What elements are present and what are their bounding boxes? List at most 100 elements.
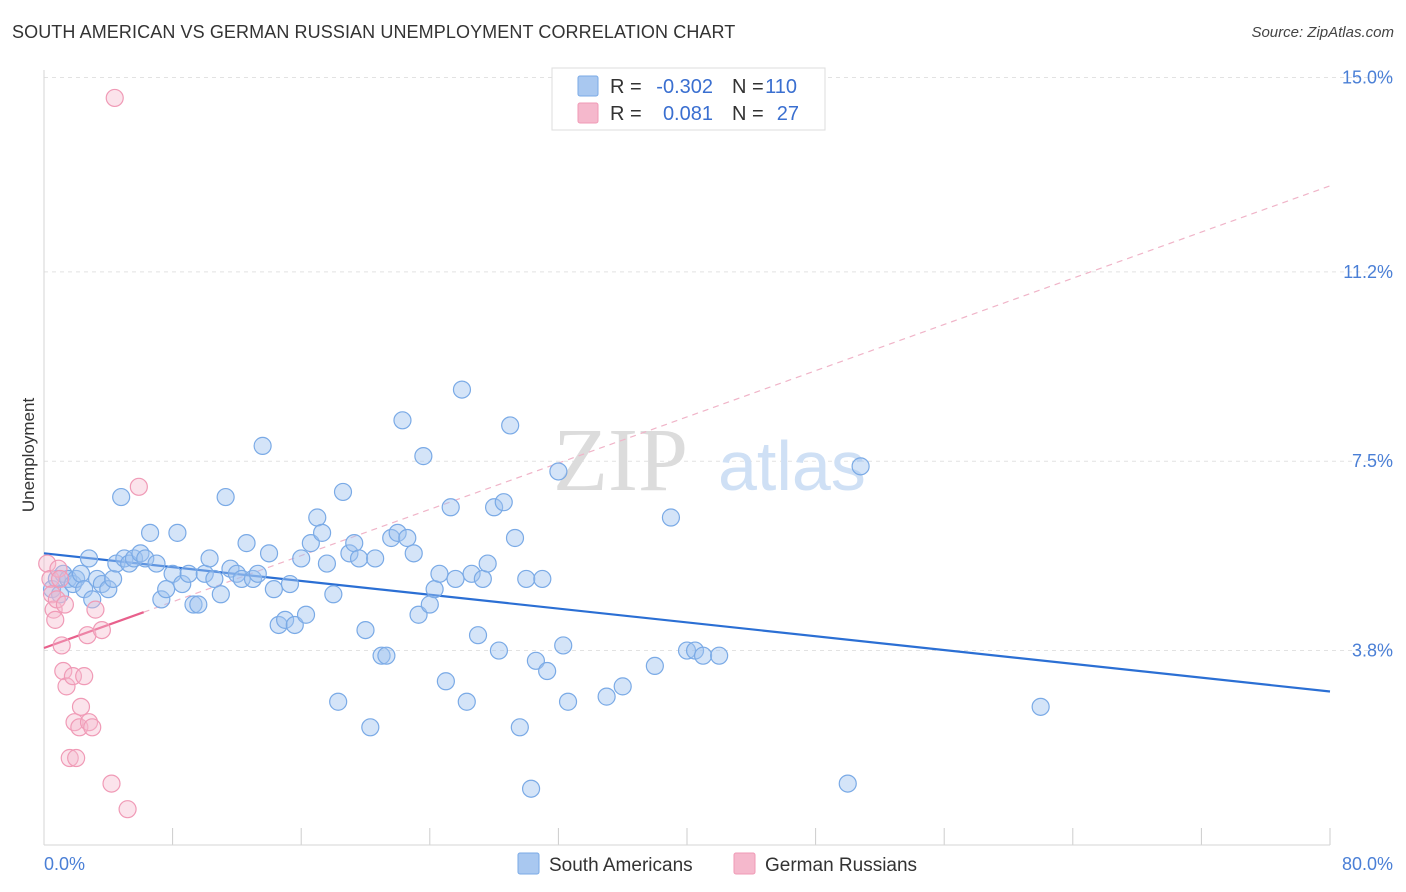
south-american-point [436, 672, 455, 691]
south-american-point [533, 569, 552, 589]
german-russian-point [54, 661, 73, 681]
legend-n-label-1: N = [732, 76, 764, 98]
south-american-point [285, 615, 304, 635]
south-american-point [398, 528, 417, 548]
axes-layer [43, 70, 1330, 846]
south-american-point [205, 569, 224, 589]
german-russian-point [79, 713, 99, 732]
south-american-point [131, 544, 150, 563]
south-american-point [140, 523, 160, 542]
south-american-point [478, 554, 497, 573]
south-american-point [404, 544, 423, 563]
correlation-legend: R = -0.302 N = 110 R = 0.081 N = 27 [551, 67, 826, 131]
south-american-point [501, 416, 520, 435]
south-american-point [349, 549, 369, 568]
south-american-point [264, 580, 283, 599]
south-american-point [276, 610, 295, 629]
south-american-point [851, 457, 870, 476]
south-american-point [489, 641, 509, 660]
south-american-point [710, 646, 729, 665]
south-american-point [179, 564, 198, 583]
south-american-point [112, 487, 131, 507]
south-american-point [538, 661, 557, 681]
x-tick-label-min: 0.0% [44, 854, 85, 874]
south-american-point [237, 534, 256, 553]
german-russian-point [70, 718, 89, 737]
south-american-point [296, 605, 316, 624]
south-american-point [308, 508, 327, 527]
south-american-point [393, 411, 412, 430]
south-american-point [430, 564, 449, 583]
south-american-point [184, 595, 203, 614]
y-tick-label: 7.5% [1352, 451, 1393, 471]
source-label: Source: ZipAtlas.com [1251, 24, 1394, 41]
south-american-point [473, 569, 492, 589]
south-american-point [280, 574, 300, 594]
south-american-point [420, 595, 439, 614]
legend-swatch-german-russians [733, 852, 756, 875]
south-american-point [661, 508, 681, 527]
south-american-point [259, 544, 279, 563]
south-american-point [99, 580, 118, 599]
south-american-point [505, 528, 525, 548]
watermark-zip: ZIP [553, 411, 688, 510]
chart-title: SOUTH AMERICAN VS GERMAN RUSSIAN UNEMPLO… [12, 22, 736, 42]
german-russian-point [42, 585, 62, 604]
south-american-point [253, 436, 272, 455]
south-american-point [452, 380, 472, 399]
south-americans-trend-line [43, 552, 1331, 693]
german-russian-point [102, 774, 121, 793]
german-russian-point [71, 697, 91, 716]
south-american-point [157, 580, 176, 599]
south-american-point [104, 569, 123, 589]
south-american-point [468, 626, 488, 645]
legend-r-label-1: R = [610, 76, 642, 98]
south-american-point [494, 493, 513, 512]
legend-r-value-2: 0.081 [663, 103, 713, 125]
south-american-point [549, 462, 568, 481]
south-american-point [361, 718, 380, 737]
south-american-point [243, 569, 263, 589]
legend-r-label-2: R = [610, 103, 642, 125]
south-american-point [409, 605, 428, 624]
german-russian-point [105, 88, 124, 108]
german-russian-point [75, 667, 94, 686]
legend-n-label-2: N = [732, 103, 764, 125]
south-american-point [324, 585, 343, 604]
german-russian-point [52, 636, 71, 655]
south-american-point [120, 554, 139, 573]
y-tick-label: 3.8% [1352, 641, 1393, 661]
german-russian-point [83, 718, 102, 737]
legend-label-south-americans: South Americans [549, 855, 693, 876]
german-russian-point [50, 569, 70, 589]
german-russian-point [57, 677, 76, 696]
south-american-point [147, 554, 166, 573]
x-tick-label-max: 80.0% [1342, 854, 1393, 874]
south-american-point [613, 677, 632, 696]
south-american-point [356, 620, 375, 640]
watermark: ZIP atlas [553, 411, 866, 510]
german-russian-point [78, 626, 97, 645]
south-american-point [211, 585, 230, 604]
south-american-point [173, 574, 192, 594]
south-american-point [441, 498, 460, 517]
legend-swatch-blue [577, 75, 599, 97]
series-legend: South Americans German Russians [517, 852, 917, 876]
south-american-point [345, 534, 364, 553]
south-american-point [554, 636, 573, 655]
y-tick-label: 11.2% [1343, 262, 1393, 282]
watermark-atlas: atlas [718, 427, 866, 505]
south-american-point [693, 646, 713, 665]
south-american-point [517, 569, 536, 589]
german-russian-point [65, 713, 84, 732]
y-tick-labels: 3.8% 7.5% 11.2% 15.0% [1342, 67, 1393, 660]
german-russian-point [129, 477, 148, 496]
south-american-point [87, 569, 107, 589]
german-russian-point [67, 748, 86, 768]
south-american-point [377, 646, 396, 665]
legend-swatch-south-americans [517, 852, 540, 875]
south-american-point [388, 523, 407, 542]
south-american-point [457, 692, 476, 711]
german-russian-point [38, 554, 57, 573]
german-russian-point [46, 610, 65, 629]
